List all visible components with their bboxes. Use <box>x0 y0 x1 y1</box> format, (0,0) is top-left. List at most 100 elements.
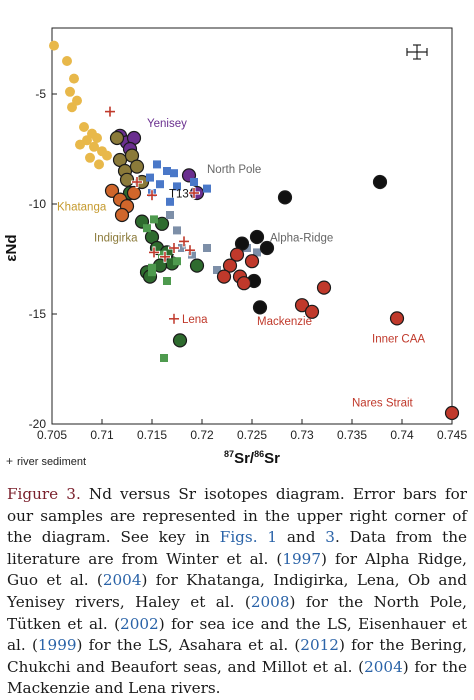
khatanga-point <box>92 133 102 143</box>
river-sediment-point <box>131 176 143 188</box>
x-axis-label-el2: Sr <box>264 450 280 467</box>
annotations: Yenisey North Pole T13 Khatanga Indigirka Alp… <box>57 118 425 409</box>
caption-text-9: ) for the Bering, Chukchi and Beaufort s… <box>7 636 467 676</box>
annotation-label: Indigirka <box>94 232 138 244</box>
lena-point <box>154 216 170 231</box>
north-pole-point <box>170 169 178 178</box>
north-pole-point <box>163 167 171 175</box>
north-pole-point <box>146 173 154 182</box>
mackenzie-point <box>216 269 232 284</box>
sea-ice-point <box>104 183 120 198</box>
caption-link-fig3[interactable]: 3 <box>325 528 335 547</box>
annotation-label: Lena <box>182 314 208 326</box>
annotation-label: Nares Strait <box>352 397 414 409</box>
khatanga-point <box>102 150 112 161</box>
chukchi-point <box>173 226 181 235</box>
khatanga-point <box>62 56 72 66</box>
mackenzie-point <box>236 276 252 291</box>
y-axis-ticks: -5 -10 -15 -20 <box>29 87 57 431</box>
chukchi-point <box>166 211 174 219</box>
bering-point <box>143 224 151 233</box>
caption-text-5: ) for Khatanga, Indigirka, Lena, Ob and … <box>7 571 467 611</box>
chukchi-point <box>213 266 221 274</box>
north-pole-point <box>173 182 181 191</box>
lena-point <box>172 333 188 348</box>
mackenzie-point <box>304 304 320 319</box>
error-bar-key <box>406 44 428 60</box>
x-tick-label: 0.715 <box>137 428 167 442</box>
khatanga-point <box>75 139 85 150</box>
x-tick-label: 0.73 <box>290 428 314 442</box>
x-tick-label: 0.745 <box>437 428 467 442</box>
sea-ice-point <box>114 207 130 223</box>
bering-point <box>148 263 156 272</box>
bering-point <box>163 277 171 285</box>
x-axis-label: 87Sr/86Sr <box>224 449 280 467</box>
alpha-ridge-point <box>249 229 265 245</box>
river-sediment-point <box>178 235 190 248</box>
river-sediment-point <box>184 244 196 257</box>
annotation-label: Yenisey <box>147 118 187 130</box>
caption-text-7: ) for sea ice and the LS, Eisenhauer et … <box>7 614 467 655</box>
x-axis-label-el1: Sr/ <box>234 450 255 467</box>
caption-text-3: . Data from the literature are from Wint… <box>7 528 467 568</box>
khatanga-point <box>49 40 59 51</box>
indigirka-point <box>119 172 135 187</box>
khatanga-point <box>85 152 95 163</box>
caption-ref-2008[interactable]: 2008 <box>250 592 290 611</box>
khatanga-point <box>94 159 104 170</box>
caption-ref-1999[interactable]: 1999 <box>37 636 77 655</box>
caption-ref-2004b[interactable]: 2004 <box>364 657 403 676</box>
caption-ref-2002[interactable]: 2002 <box>120 614 159 633</box>
alpha-ridge-point <box>277 190 293 205</box>
plot-frame <box>51 27 453 425</box>
river-sediment-point <box>146 189 158 202</box>
caption-ref-2012[interactable]: 2012 <box>300 636 339 655</box>
khatanga-point <box>69 73 79 84</box>
sea-ice-point <box>126 185 142 201</box>
caption-text-4: ) for Alpha Ridge, Guo et al. ( <box>7 549 467 590</box>
caption-link-figs1[interactable]: Figs. 1 <box>219 528 278 547</box>
caption-text-1: Nd versus Sr isotopes diagram. Error bar… <box>7 485 468 547</box>
annotation-label: Khatanga <box>57 202 107 214</box>
bering-point <box>160 354 168 362</box>
x-tick-label: 0.735 <box>337 428 367 442</box>
x-tick-label: 0.72 <box>190 428 214 442</box>
x-tick-label: 0.725 <box>237 428 267 442</box>
y-tick-label: -15 <box>29 307 47 321</box>
annotation-label: T13 <box>169 188 189 200</box>
chukchi-point <box>253 248 261 257</box>
nares-strait-point <box>444 405 460 421</box>
mackenzie-point <box>294 298 310 313</box>
inner-caa-point <box>389 311 405 326</box>
north-pole-point <box>156 180 164 189</box>
y-tick-label: -20 <box>29 417 47 431</box>
y-tick-label: -10 <box>29 197 47 211</box>
river-sediment-point <box>148 246 160 259</box>
chukchi-point <box>203 244 211 252</box>
x-tick-label: 0.71 <box>90 428 114 442</box>
x-axis-label-sup1: 87 <box>224 449 234 459</box>
y-axis-label: εNd <box>3 234 20 261</box>
x-axis-label-sup2: 86 <box>254 449 264 459</box>
river-sediment-point <box>159 250 171 263</box>
chukchi-point <box>178 244 186 252</box>
mackenzie-point <box>222 258 238 273</box>
x-tick-label: 0.74 <box>390 428 414 442</box>
bering-point <box>150 215 158 224</box>
caption-ref-2004a[interactable]: 2004 <box>102 571 142 590</box>
data-marks <box>49 40 460 421</box>
bering-point <box>148 268 156 277</box>
khatanga-point <box>67 102 77 113</box>
legend-symbol: + <box>6 454 13 468</box>
indigirka-point <box>129 159 145 174</box>
khatanga-point <box>79 122 89 132</box>
isotope-scatter-chart: 0.705 0.71 0.715 0.72 0.725 0.73 0.735 0.74 0.74… <box>3 27 467 468</box>
mackenzie-point <box>316 280 332 295</box>
lena-point <box>189 258 205 273</box>
indigirka-point <box>109 130 125 146</box>
alpha-ridge-point <box>372 174 388 190</box>
caption-ref-1997[interactable]: 1997 <box>282 549 321 568</box>
alpha-ridge-point <box>259 240 275 256</box>
lena-plus-icon <box>169 313 179 324</box>
